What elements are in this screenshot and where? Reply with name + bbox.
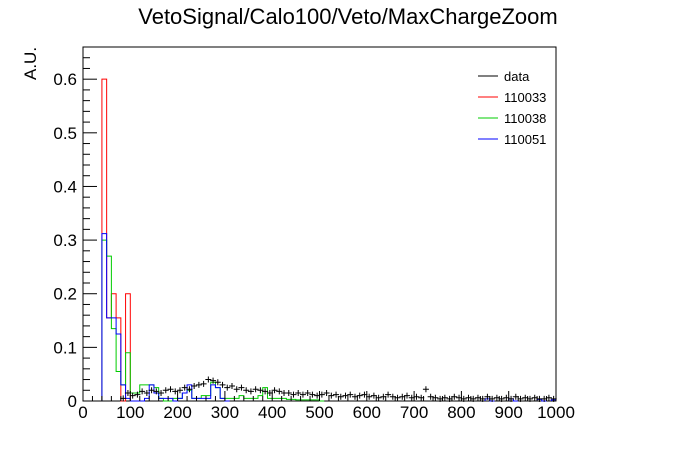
legend-label: data (504, 69, 530, 84)
data-point (195, 381, 202, 388)
data-point (262, 388, 269, 395)
data-point (205, 376, 212, 383)
data-point (333, 391, 340, 398)
data-point (356, 392, 363, 399)
x-tick-label: 500 (305, 403, 333, 422)
data-point (323, 389, 330, 396)
data-point (139, 388, 146, 395)
x-tick-label: 0 (78, 403, 87, 422)
data-point (385, 391, 392, 398)
x-tick-label: 100 (116, 403, 144, 422)
x-tick-label: 800 (447, 403, 475, 422)
data-point (181, 384, 188, 391)
data-point (342, 392, 349, 399)
data-point (370, 392, 377, 399)
x-tick-label: 600 (353, 403, 381, 422)
data-point (252, 386, 259, 393)
x-tick-label: 900 (495, 403, 523, 422)
data-point (243, 387, 250, 394)
data-point (285, 389, 292, 396)
data-point (295, 389, 302, 396)
data-point (257, 387, 264, 394)
data-point (238, 384, 245, 391)
data-point (210, 377, 217, 384)
data-point (134, 391, 141, 398)
data-point (162, 387, 169, 394)
plot-frame (82, 46, 557, 402)
y-tick-label: 0.4 (53, 177, 77, 196)
x-tick-label: 400 (258, 403, 286, 422)
data-point (304, 389, 311, 396)
data-point (214, 379, 221, 386)
data-point (186, 386, 193, 393)
y-tick-label: 0.1 (53, 338, 77, 357)
chart-title: VetoSignal/Calo100/Veto/MaxChargeZoom (138, 4, 558, 29)
data-point (167, 386, 174, 393)
data-point (422, 386, 429, 393)
x-tick-label: 300 (211, 403, 239, 422)
data-point (276, 388, 283, 395)
data-point (158, 389, 165, 396)
data-point (200, 380, 207, 387)
data-point (219, 381, 226, 388)
y-tick-label: 0.6 (53, 70, 77, 89)
data-point (299, 391, 306, 398)
series-110033-histogram (101, 78, 131, 402)
data-point (191, 382, 198, 389)
y-tick-label: 0.3 (53, 231, 77, 250)
x-tick-label: 1000 (537, 403, 575, 422)
data-point (247, 388, 254, 395)
series-110038-histogram (101, 239, 325, 402)
data-point (328, 392, 335, 399)
x-tick-label: 200 (163, 403, 191, 422)
data-point (148, 387, 155, 394)
legend-label: 110038 (504, 111, 546, 126)
data-point (271, 387, 278, 394)
y-tick-label: 0.5 (53, 124, 77, 143)
legend-label: 110051 (504, 132, 546, 147)
data-point (228, 382, 235, 389)
series-110051-histogram (101, 233, 557, 402)
data-point (153, 388, 160, 395)
y-tick-label: 0 (68, 392, 77, 411)
data-point (176, 387, 183, 394)
data-point (290, 391, 297, 398)
data-point (143, 389, 150, 396)
data-point (224, 384, 231, 391)
data-point (309, 391, 316, 398)
data-point (404, 392, 411, 399)
data-point (233, 386, 240, 393)
data-point (347, 391, 354, 398)
legend-label: 110033 (504, 90, 546, 105)
x-tick-label: 700 (400, 403, 428, 422)
y-tick-label: 0.2 (53, 285, 77, 304)
